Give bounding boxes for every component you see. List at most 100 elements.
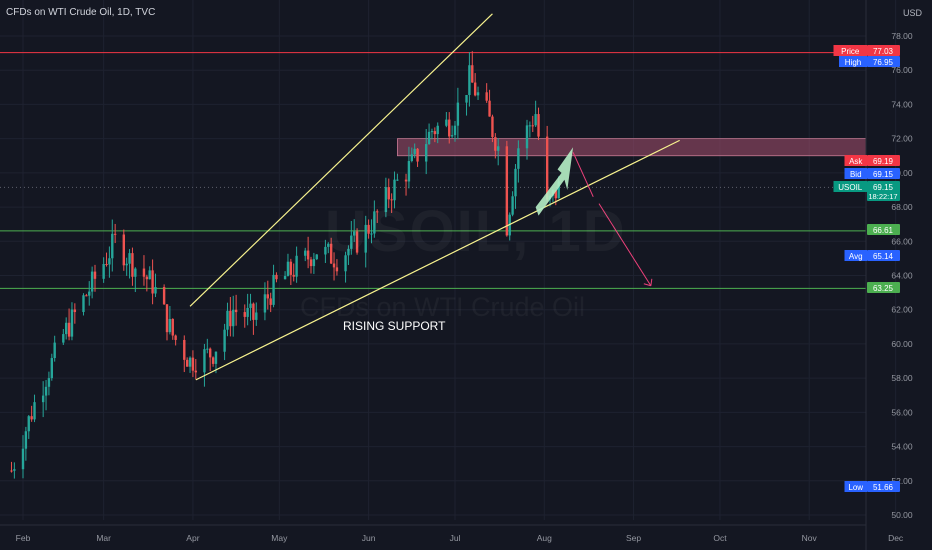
price-axis[interactable]: 50.00 52.00 54.00 56.00 58.00 60.00 62.00 64.00… <box>865 0 913 550</box>
candle-body <box>471 65 474 83</box>
candle-body <box>367 224 370 234</box>
candle-body <box>407 161 411 182</box>
candle-body <box>315 254 318 260</box>
candle-body <box>497 146 500 151</box>
price-tag-value: 69.15 <box>873 170 894 179</box>
candle-body <box>232 309 235 327</box>
price-tag-name: Bid <box>850 170 862 179</box>
x-tick-label: Mar <box>96 533 111 543</box>
candle-body <box>514 168 517 197</box>
price-tag-name-bg <box>839 56 867 67</box>
candle-body <box>223 329 226 352</box>
candle-body <box>373 211 376 234</box>
candle-body <box>534 114 537 126</box>
y-tick-label: 54.00 <box>891 442 913 452</box>
rising-support-label: RISING SUPPORT <box>343 319 446 333</box>
projection-arrows <box>535 147 653 287</box>
candle-body <box>211 357 215 364</box>
candle-body <box>393 179 396 201</box>
candle-body <box>505 146 509 236</box>
horizontal-levels <box>0 52 866 289</box>
candle-body <box>73 309 77 313</box>
price-tag-value: 66.61 <box>873 226 894 235</box>
candle-body <box>396 179 399 181</box>
candle-body <box>370 233 373 235</box>
x-tick-label: Jul <box>450 533 461 543</box>
price-tag-bg <box>867 282 900 293</box>
price-labels: Price 77.03 High 76.95 Ask 69.19 Bid 69.15 USOIL… <box>833 45 900 492</box>
candle-body <box>488 100 491 117</box>
candle-body <box>413 148 416 155</box>
x-tick-label: Jun <box>362 533 376 543</box>
candle-body <box>485 92 488 101</box>
candle-body <box>125 263 128 266</box>
y-tick-label: 76.00 <box>891 65 913 75</box>
candle-body <box>286 261 290 276</box>
candle-body <box>517 148 520 169</box>
bearish-arrow-2 <box>598 203 652 287</box>
candle-body <box>134 268 137 277</box>
candle-body <box>226 310 229 330</box>
candle-body <box>445 119 448 126</box>
candle-body <box>168 318 172 333</box>
upper-channel-line <box>189 13 493 307</box>
candle-body <box>203 349 206 373</box>
candle-body <box>10 470 13 472</box>
price-tag-bg <box>867 56 900 67</box>
bearish-arrow-1 <box>572 152 594 198</box>
bullish-arrow <box>535 147 574 216</box>
candle-body <box>33 402 36 420</box>
candle-body <box>194 370 197 373</box>
candle-body <box>266 294 269 299</box>
candle-body <box>324 246 327 255</box>
candle-body <box>148 270 151 280</box>
chart-grid <box>0 0 897 520</box>
candle-body <box>165 304 169 333</box>
price-tag-bg <box>867 224 900 235</box>
price-tag-name: Avg <box>849 252 863 261</box>
price-tag-bg <box>867 168 900 179</box>
price-tag-name-bg <box>844 250 867 261</box>
candle-body <box>108 258 111 265</box>
x-tick-label: Apr <box>186 533 199 543</box>
candle-body <box>269 298 272 305</box>
candle-body <box>113 233 117 235</box>
watermark-symbol: USOIL, 1D <box>325 198 627 265</box>
rising-support-line <box>195 139 680 381</box>
candle-body <box>183 339 186 360</box>
time-axis[interactable]: Feb Mar Apr May Jun Jul Aug Sep Oct Nov Dec <box>0 524 904 543</box>
candle-body <box>171 318 174 336</box>
candle-body <box>306 250 310 260</box>
y-tick-label: 50.00 <box>891 510 913 520</box>
candle-body <box>93 271 97 279</box>
candle-body <box>384 187 388 213</box>
y-tick-label: 52.00 <box>891 476 913 486</box>
price-tag-name: Low <box>848 483 863 492</box>
y-tick-label: 66.00 <box>891 236 913 246</box>
candle-body <box>185 359 189 367</box>
candle-body <box>476 92 480 96</box>
candle-body <box>283 275 287 280</box>
candle-body <box>111 233 114 259</box>
candle-body <box>82 295 85 313</box>
candle-body <box>67 322 71 337</box>
y-tick-label: 72.00 <box>891 134 913 144</box>
price-tag-name: Price <box>841 47 860 56</box>
y-tick-label: 56.00 <box>891 407 913 417</box>
candle-body <box>243 312 246 317</box>
candle-body <box>433 131 437 135</box>
price-tag-value: 76.95 <box>873 58 894 67</box>
candle-body <box>188 357 192 367</box>
candle-body <box>376 211 379 213</box>
candle-body <box>450 135 454 137</box>
candle-body <box>410 154 413 162</box>
candle-body <box>234 309 238 313</box>
candle-body <box>88 291 91 296</box>
candle-body <box>448 119 451 137</box>
candle-body <box>255 312 258 320</box>
candle-body <box>27 416 30 432</box>
x-tick-label: Nov <box>802 533 818 543</box>
candle-body <box>427 131 431 145</box>
y-tick-label: 70.00 <box>891 168 913 178</box>
